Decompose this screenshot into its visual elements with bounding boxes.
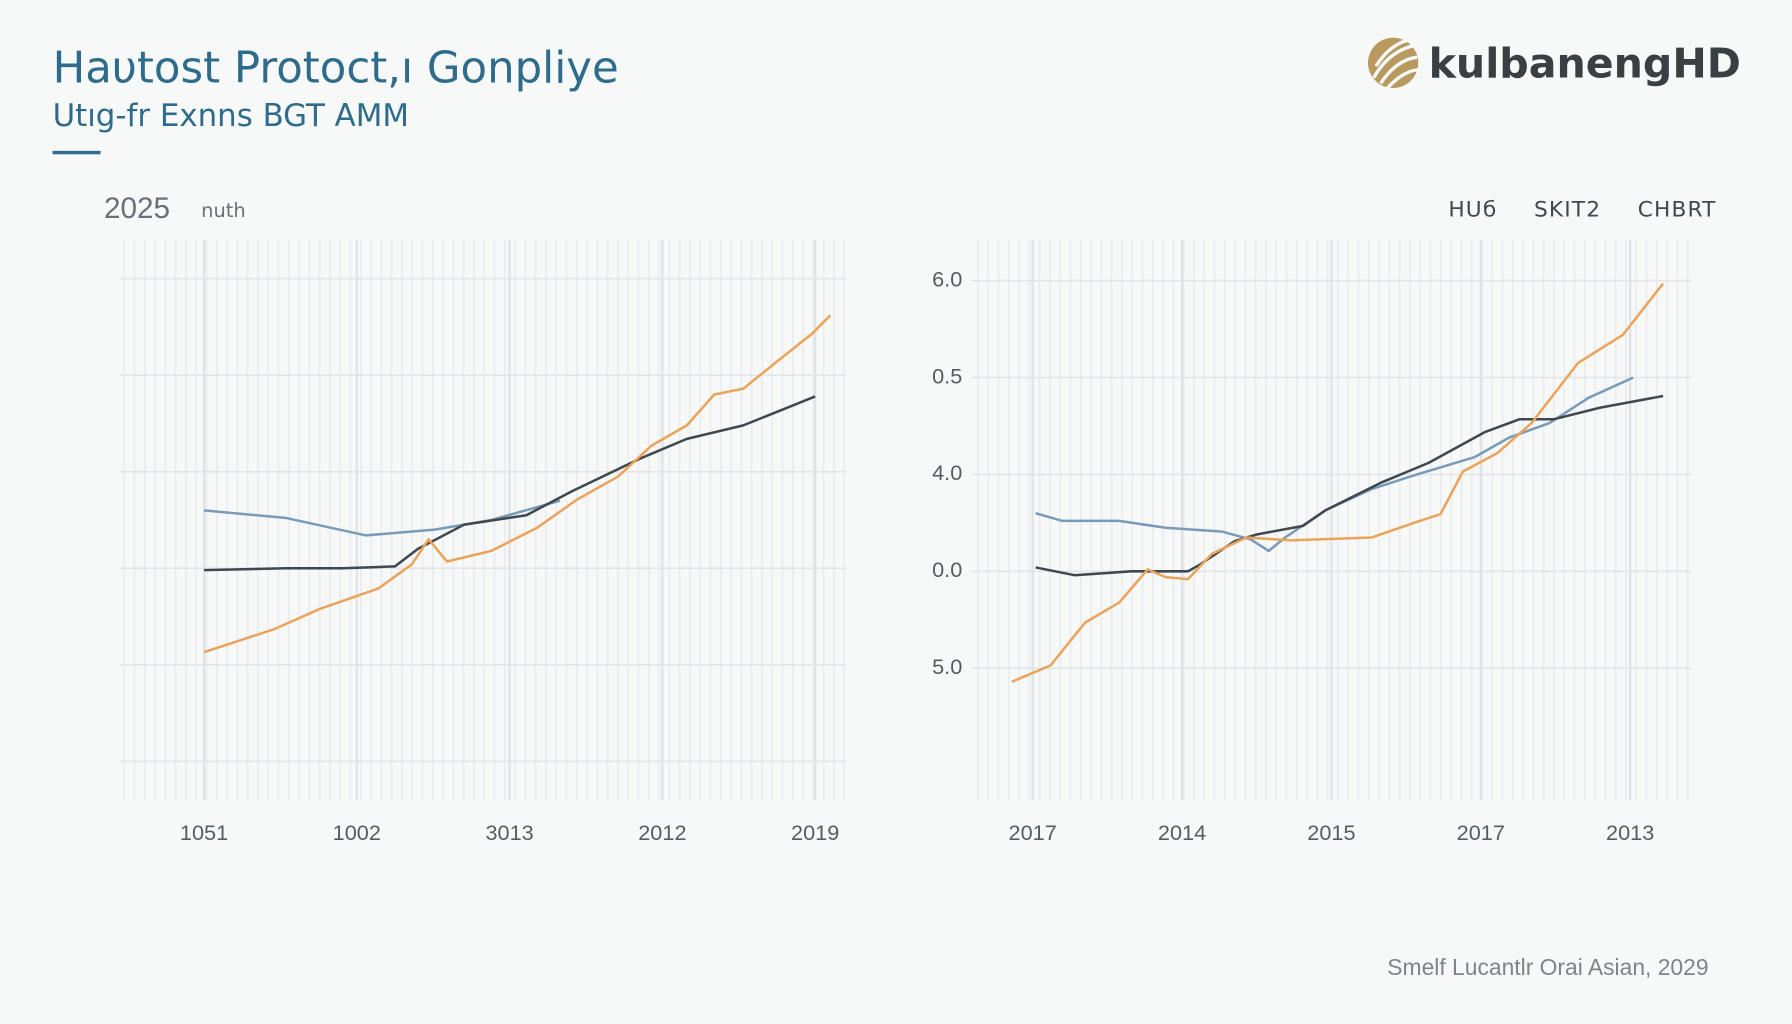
x-tick-label: 2013 (1606, 820, 1654, 845)
page-title: Haυtost Protoct,ı Gonpliye (53, 43, 619, 93)
series-line (1035, 394, 1664, 577)
brand-name: kulbanengHD (1429, 39, 1741, 87)
chart: 2025 nuth 1051 1002 3013 2012 2019 (104, 192, 846, 845)
page-subtitle: Utıg-fr Exnns BGT AMM (53, 98, 409, 134)
y-tick-label: 0.5 (932, 363, 962, 388)
x-tick-label: 2014 (1158, 820, 1206, 845)
series-line (203, 314, 832, 654)
legend-label: SKIT2 (1534, 197, 1601, 222)
footer: Smelf Lucantlr Orai Asian, 2029 (1387, 954, 1708, 980)
x-tick-label: 2019 (791, 820, 839, 845)
legend-label: HUб (1448, 197, 1497, 222)
x-tick-label: 2017 (1009, 820, 1057, 845)
chart-subtitle: nuth (201, 199, 246, 222)
x-tick-label: 2012 (638, 820, 686, 845)
x-tick-label: 1002 (333, 820, 381, 845)
y-tick-label: 6.0 (932, 266, 962, 291)
y-tick-label: 4.0 (932, 460, 962, 485)
series-line (203, 395, 816, 572)
x-tick-label: 2015 (1307, 820, 1355, 845)
plot-texture (120, 240, 846, 800)
legend-label: CHBRT (1638, 197, 1717, 222)
y-tick-label: 0.0 (932, 557, 962, 582)
series-line (1011, 282, 1665, 683)
series-line (203, 499, 561, 537)
chart-title: 2025 (104, 192, 170, 225)
brand-logo (1368, 37, 1419, 90)
y-tick-label: 5.0 (932, 654, 962, 679)
title-underline (52, 150, 101, 155)
x-tick-label: 1051 (180, 820, 228, 845)
x-tick-label: 2017 (1457, 820, 1505, 845)
x-tick-label: 3013 (485, 820, 533, 845)
chart: 6.0 0.5 4.0 0.0 5.0 2017 2014 2015 2017 2013 CHBRT… (932, 197, 1717, 845)
